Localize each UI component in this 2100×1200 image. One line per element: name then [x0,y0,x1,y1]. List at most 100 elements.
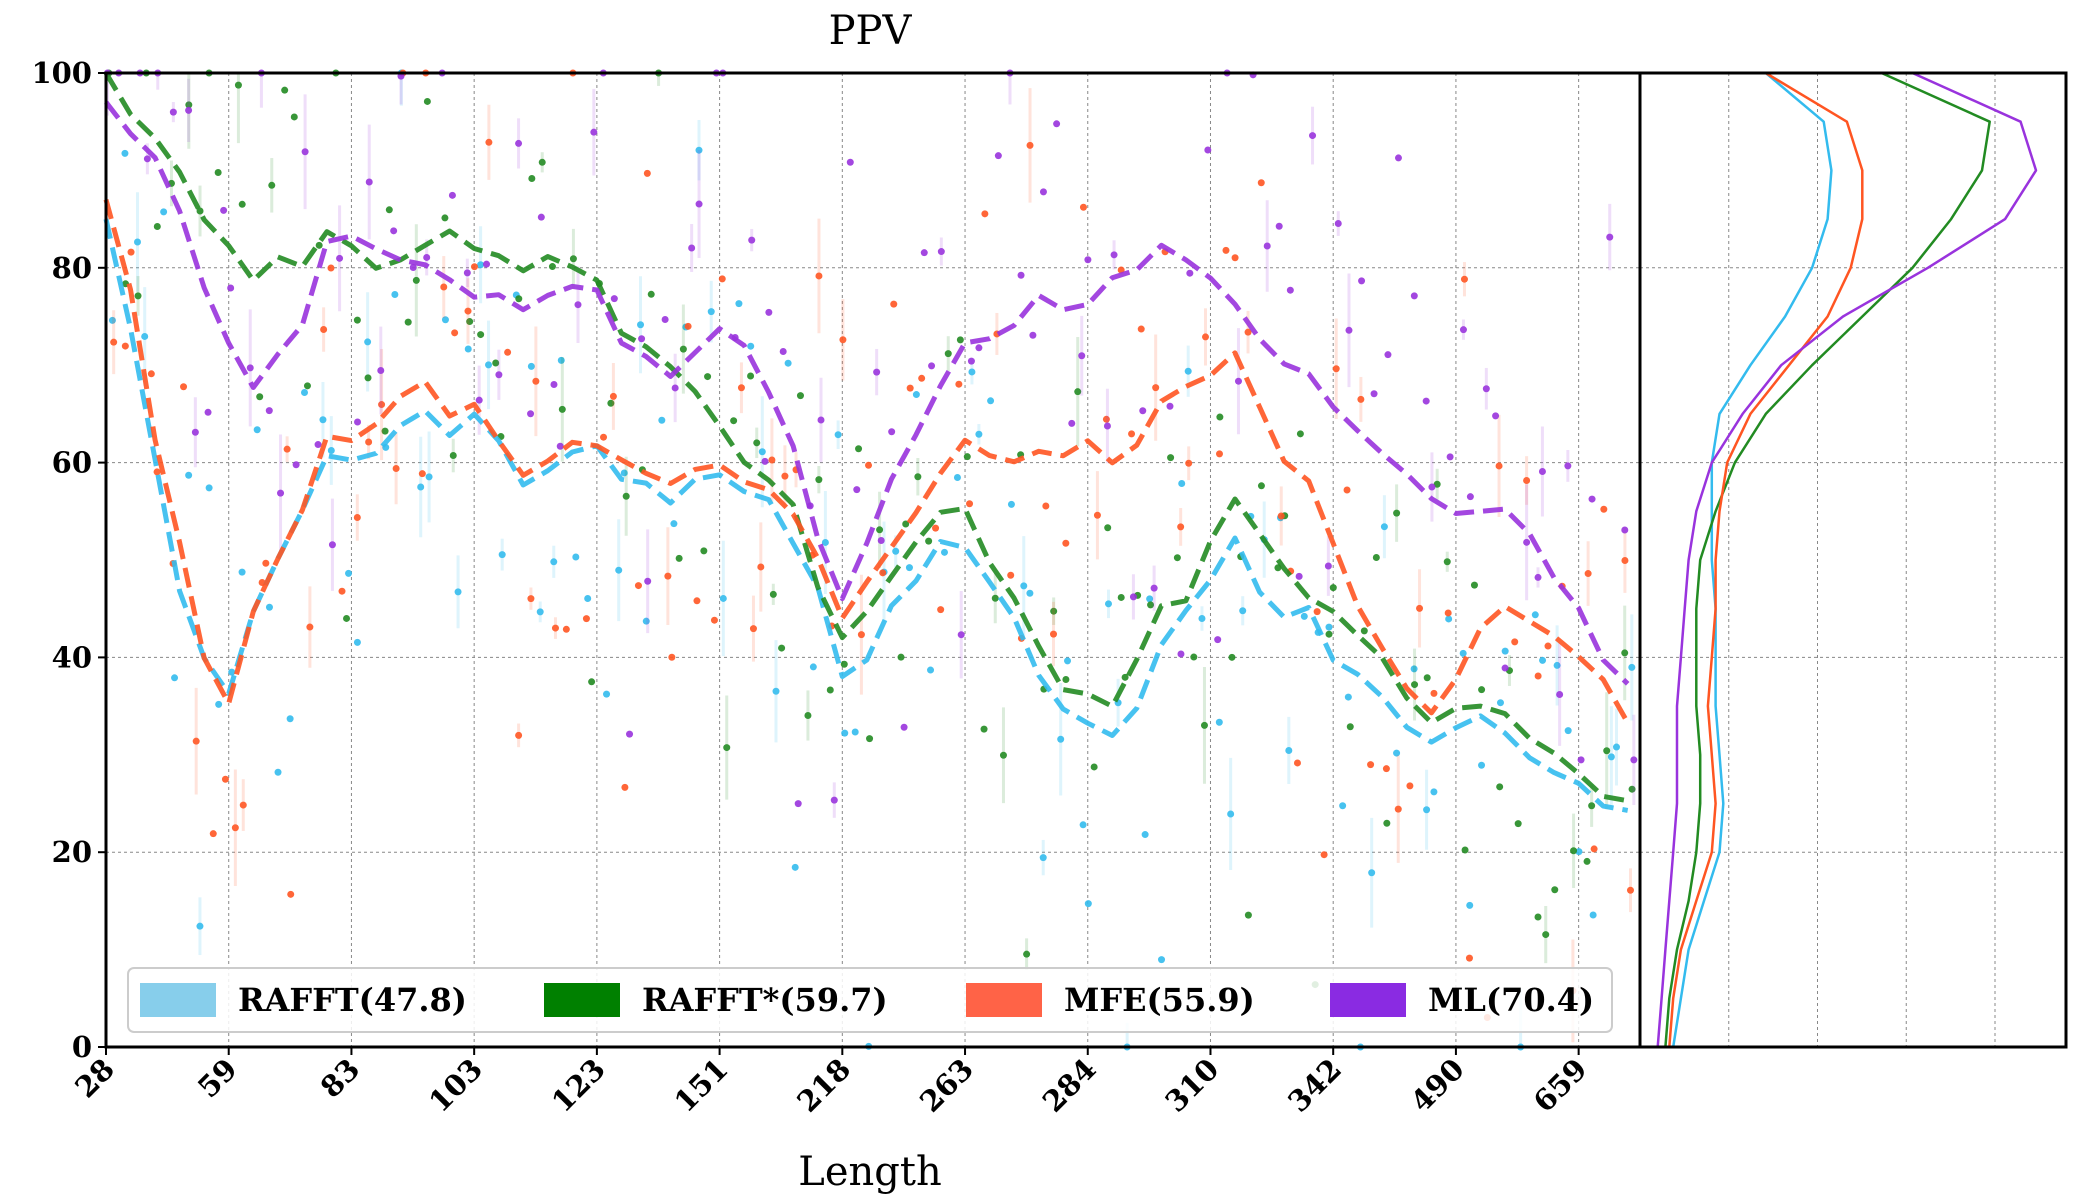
scatter-point [638,335,646,343]
scatter-point [879,569,887,577]
scatter-point [821,538,829,546]
scatter-point [108,316,116,324]
scatter-point [483,260,491,268]
legend-frame [127,967,1613,1033]
scatter-point [791,863,799,871]
scatter-point [169,108,177,116]
scatter-point [761,457,769,465]
scatter-point [147,370,155,378]
scatter-point [588,678,596,686]
scatter-point [902,520,910,528]
scatter-point [1257,482,1265,490]
scatter-point [866,735,874,743]
scatter-point [1177,650,1185,658]
scatter-point [769,590,777,598]
scatter-point [1204,146,1212,154]
scatter-point [876,526,884,534]
scatter-point [390,227,398,235]
y-tick-label: 80 [52,251,92,285]
scatter-point [975,344,983,352]
scatter-point [353,316,361,324]
scatter-point [906,384,914,392]
scatter-point [1227,810,1235,818]
density-curves [1656,71,2038,1048]
scatter-point [953,474,961,482]
scatter-point [277,489,285,497]
scatter-point [955,380,963,388]
scatter-point [1534,672,1542,680]
scatter-point [327,447,335,455]
scatter-point [890,300,898,308]
scatter-point [695,200,703,208]
scatter-point [1277,512,1285,520]
scatter-point [1570,847,1578,855]
scatter-point [314,441,322,449]
scatter-point [1057,735,1065,743]
scatter-point [143,155,151,163]
scatter-point [343,614,351,622]
scatter-point [475,396,483,404]
scatter-point [723,744,731,752]
scatter-point [1607,753,1615,761]
density-curve-3 [1656,71,2038,1048]
scatter-point [815,272,823,280]
scatter-point [425,473,433,481]
legend-swatch-0 [140,983,216,1017]
scatter-point [855,445,863,453]
scatter-point [865,461,873,469]
scatter-point [1020,582,1028,590]
scatter-point [1551,886,1559,894]
scatter-point [1325,630,1333,638]
scatter-point [185,101,193,109]
scatter-point [1202,333,1210,341]
scatter-point [204,408,212,416]
scatter-point [466,318,474,326]
y-axis: 0 20 40 60 80 100 [31,56,106,1064]
scatter-point [920,249,928,257]
scatter-point [110,338,118,346]
scatter-point [1406,782,1414,790]
rolling-mean-line-1 [103,71,1629,804]
scatter-point [498,551,506,559]
scatter-point [912,391,920,399]
scatter-point [246,364,254,372]
scatter-point [1538,467,1546,475]
scatter-point [584,595,592,603]
scatter-point [758,448,766,456]
scatter-point [1329,584,1337,592]
scatter-point [1129,593,1137,601]
scatter-point [1062,539,1070,547]
scatter-point [1029,331,1037,339]
scatter-point [1588,495,1596,503]
scatter-point [1461,846,1469,854]
x-axis-label: Length [798,1149,941,1195]
scatter-point [569,255,577,263]
scatter-point [900,723,908,731]
scatter-point [470,263,478,271]
scatter-point [1346,723,1354,731]
scatter-point [928,362,936,370]
scatter-point [1443,558,1451,566]
scatter-point [1184,367,1192,375]
scatter-point [454,588,462,596]
rolling-mean-line-3 [104,100,1630,686]
scatter-point [1393,749,1401,757]
scatter-point [707,308,715,316]
scatter-point [968,368,976,376]
scatter-point [700,547,708,555]
scatter-point [839,336,847,344]
scatter-point [160,208,168,216]
scatter-point [658,416,666,424]
scatter-point [1531,611,1539,619]
scatter-point [981,210,989,218]
scatter-point [1263,242,1271,250]
scatter-point [834,431,842,439]
scatter-point [626,730,634,738]
scatter-point [1121,673,1129,681]
scatter-point [1626,886,1634,894]
scatter-point [227,284,235,292]
scatter-point [937,248,945,256]
scatter-point [492,359,500,367]
scatter-point [283,445,291,453]
scatter-point [757,563,765,571]
